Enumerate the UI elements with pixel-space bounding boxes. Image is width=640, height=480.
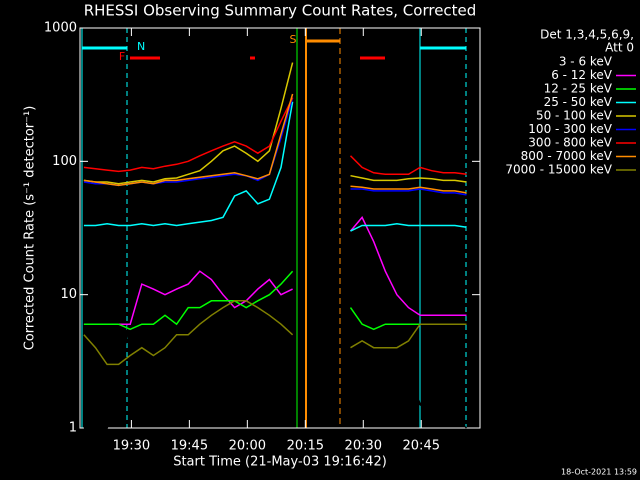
flare-label: F (119, 50, 125, 63)
legend-label: 25 - 50 keV (544, 95, 613, 109)
legend-label: 7000 - 15000 keV (505, 163, 612, 177)
x-tick-label: 19:30 (113, 439, 150, 454)
series-line (83, 101, 467, 232)
legend-label: 800 - 7000 keV (521, 149, 613, 163)
series-line (83, 62, 467, 185)
legend-label: 50 - 100 keV (536, 109, 613, 123)
series-line (83, 93, 467, 194)
saa-label: S (290, 33, 297, 46)
legend-title: Det 1,3,4,5,6,9, (540, 28, 634, 42)
series-line (83, 300, 467, 366)
x-tick-label: 20:30 (345, 439, 382, 454)
legend-label: 100 - 300 keV (528, 122, 612, 136)
y-tick-label: 1 (69, 421, 77, 436)
y-axis-label: Corrected Count Rate (s⁻¹ detector⁻¹) (23, 106, 38, 351)
x-tick-label: 20:45 (403, 439, 440, 454)
series-line (83, 229, 468, 429)
legend-label: 300 - 800 keV (528, 136, 612, 150)
x-tick-label: 20:15 (287, 439, 324, 454)
footer: 18-Oct-2021 13:59 (561, 468, 637, 477)
x-axis-label: Start Time (21-May-03 19:16:42) (173, 455, 387, 470)
legend-label: 3 - 6 keV (559, 55, 613, 69)
y-tick-label: 1000 (44, 21, 77, 36)
legend-label: 12 - 25 keV (544, 82, 613, 96)
plot-frame (79, 27, 481, 429)
legend-title: Att 0 (605, 41, 634, 55)
legend-label: 6 - 12 keV (551, 68, 613, 82)
x-tick-label: 19:45 (171, 439, 208, 454)
y-tick-label: 10 (60, 287, 77, 302)
series-line (83, 97, 467, 176)
x-tick-label: 20:00 (229, 439, 266, 454)
chart-title: RHESSI Observing Summary Count Rates, Co… (84, 2, 477, 20)
night-label: N (137, 40, 145, 53)
y-tick-label: 100 (52, 154, 77, 169)
